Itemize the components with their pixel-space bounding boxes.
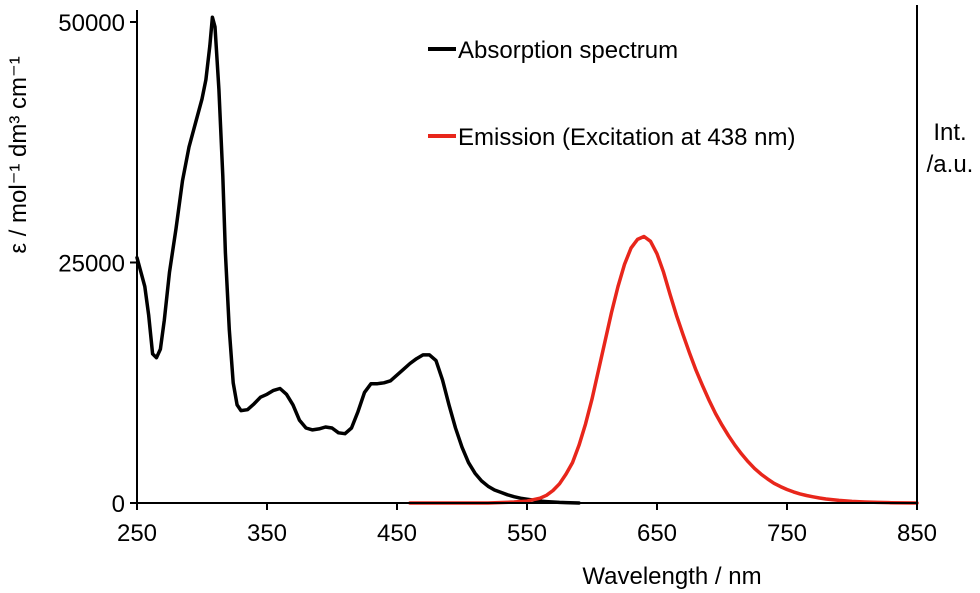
x-tick-label: 750 xyxy=(767,520,807,547)
legend: Absorption spectrum Emission (Excitation… xyxy=(428,37,795,151)
x-tick-label: 350 xyxy=(247,520,287,547)
y-tick-label: 0 xyxy=(112,491,125,518)
y-tick-label: 25000 xyxy=(58,251,125,278)
y-tick-label: 50000 xyxy=(58,10,125,37)
axes-layer xyxy=(136,5,918,504)
y-axis-label: ε / mol⁻¹ dm³ cm⁻¹ xyxy=(5,56,32,253)
legend-label-emission: Emission (Excitation at 438 nm) xyxy=(458,124,795,151)
legend-label-absorption: Absorption spectrum xyxy=(458,37,678,64)
x-tick-label: 550 xyxy=(507,520,547,547)
y2-axis-label-line2: /a.u. xyxy=(927,151,974,178)
x-axis-label: Wavelength / nm xyxy=(582,563,761,590)
x-tick-label: 650 xyxy=(637,520,677,547)
series-layer xyxy=(135,15,919,505)
x-tick-label: 250 xyxy=(117,520,157,547)
y2-axis-label-line1: Int. xyxy=(933,119,966,146)
ticks-layer: 250 350 450 550 650 750 850 0 25000 50000 xyxy=(58,10,937,547)
x-tick-label: 450 xyxy=(377,520,417,547)
absorption-spectrum-line xyxy=(135,15,581,505)
emission-spectrum-line xyxy=(408,234,919,505)
x-tick-label: 850 xyxy=(897,520,937,547)
